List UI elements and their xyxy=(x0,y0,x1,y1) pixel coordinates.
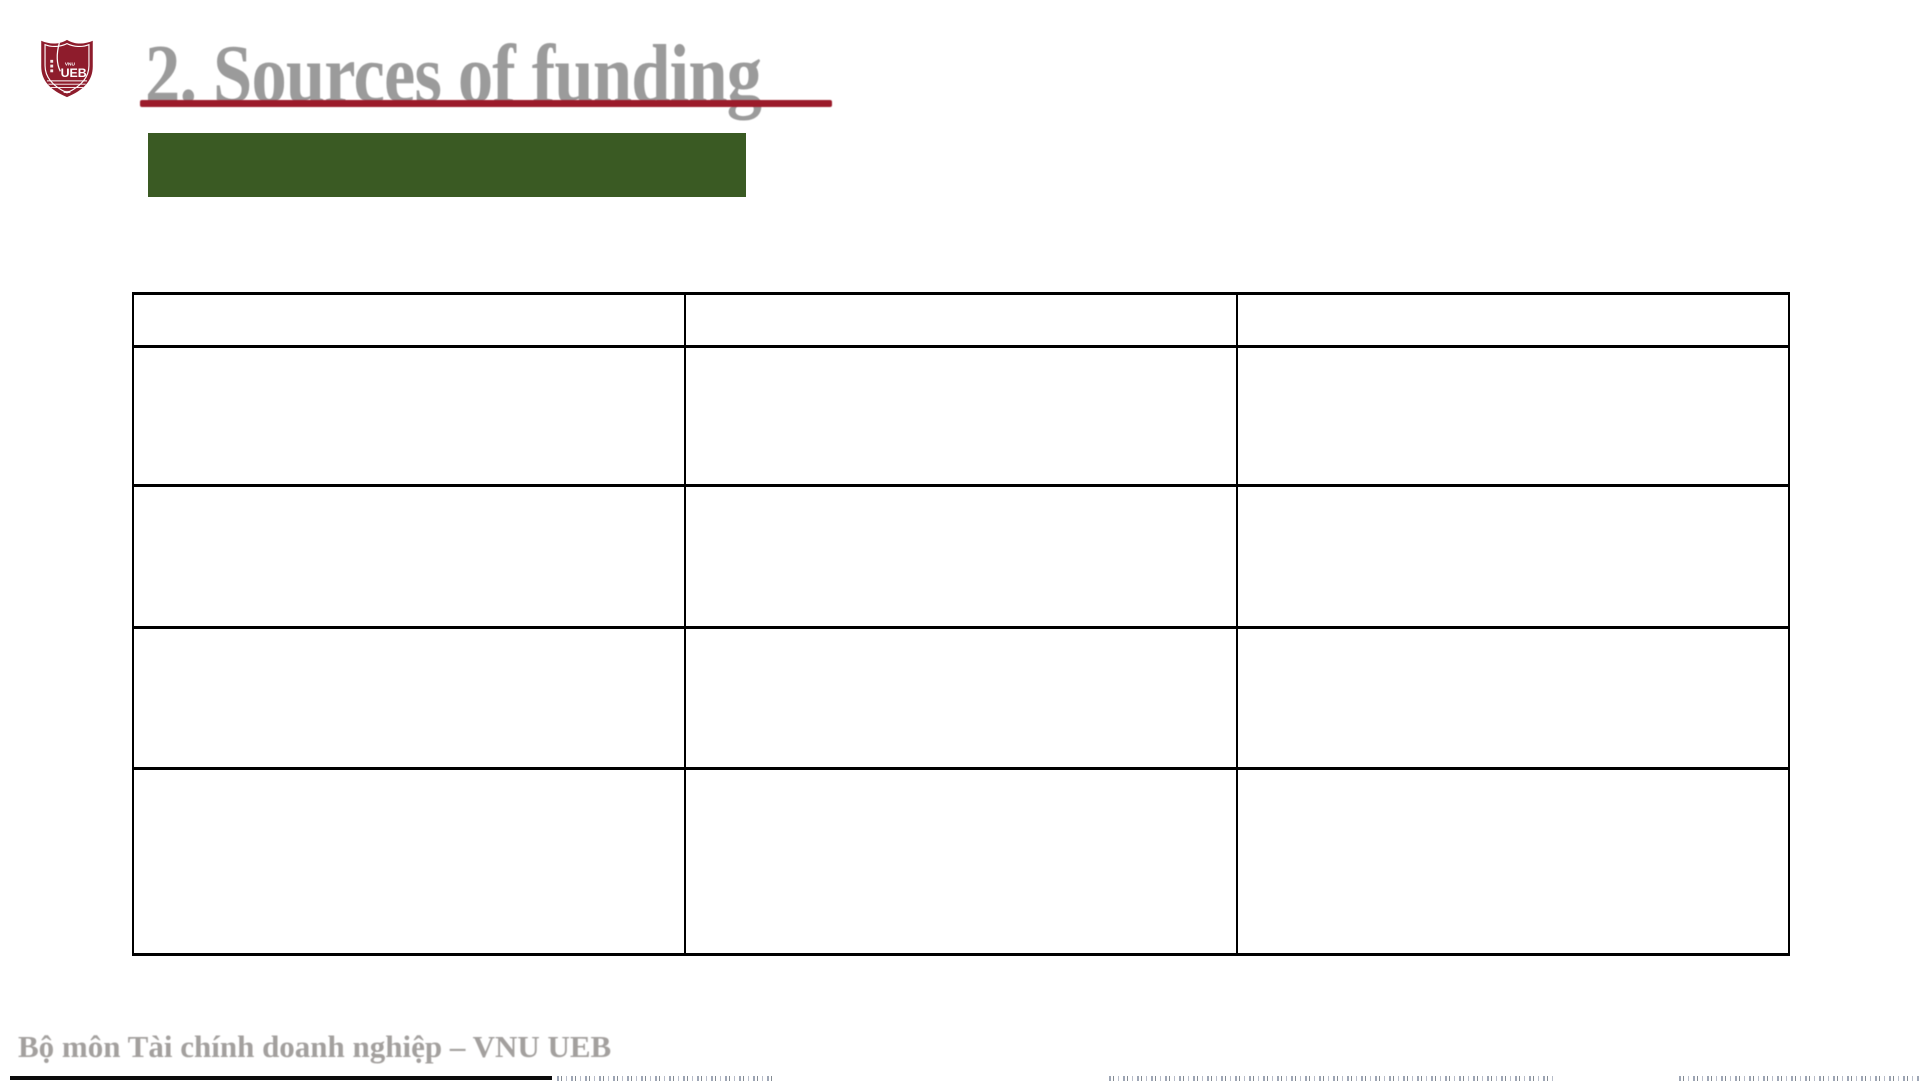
logo-ueb-text: UEB xyxy=(61,66,87,80)
table-cell xyxy=(132,345,686,487)
table-cell xyxy=(684,345,1238,487)
table-header-cell xyxy=(132,292,686,348)
logo-shield xyxy=(41,39,93,98)
logo-divider-curve xyxy=(56,42,61,72)
table-header-cell xyxy=(1236,292,1790,348)
table-cell xyxy=(132,626,686,770)
table-cell xyxy=(684,626,1238,770)
table-header-row xyxy=(132,292,1790,348)
table-row xyxy=(132,767,1790,956)
logo-vnu-text: VNU xyxy=(65,62,76,68)
logo-inner-outline xyxy=(44,42,90,94)
table-cell xyxy=(132,484,686,629)
clipped-text-fragment xyxy=(1679,1076,1919,1081)
table-row xyxy=(132,626,1790,770)
content-table-wrap xyxy=(132,292,1790,956)
table-cell xyxy=(1236,626,1790,770)
bottom-black-bar xyxy=(10,1076,552,1080)
green-banner xyxy=(148,133,746,197)
ueb-logo: VNU UEB xyxy=(41,39,93,98)
table-cell xyxy=(132,767,686,956)
table-cell xyxy=(684,484,1238,629)
table-cell xyxy=(684,767,1238,956)
content-table xyxy=(132,292,1790,956)
clipped-text-fragment xyxy=(1109,1076,1556,1081)
table-cell xyxy=(1236,484,1790,629)
table-cell xyxy=(1236,345,1790,487)
table-header-cell xyxy=(684,292,1238,348)
title-underline xyxy=(140,100,832,107)
table-row xyxy=(132,345,1790,487)
table-cell xyxy=(1236,767,1790,956)
logo-year-mark xyxy=(63,90,71,93)
logo-vertical-text-marks xyxy=(50,59,54,73)
logo-stripes xyxy=(46,80,88,89)
table-row xyxy=(132,484,1790,629)
slide-footer: Bộ môn Tài chính doanh nghiệp – VNU UEB xyxy=(18,1029,612,1064)
clipped-text-fragment xyxy=(557,1076,775,1081)
